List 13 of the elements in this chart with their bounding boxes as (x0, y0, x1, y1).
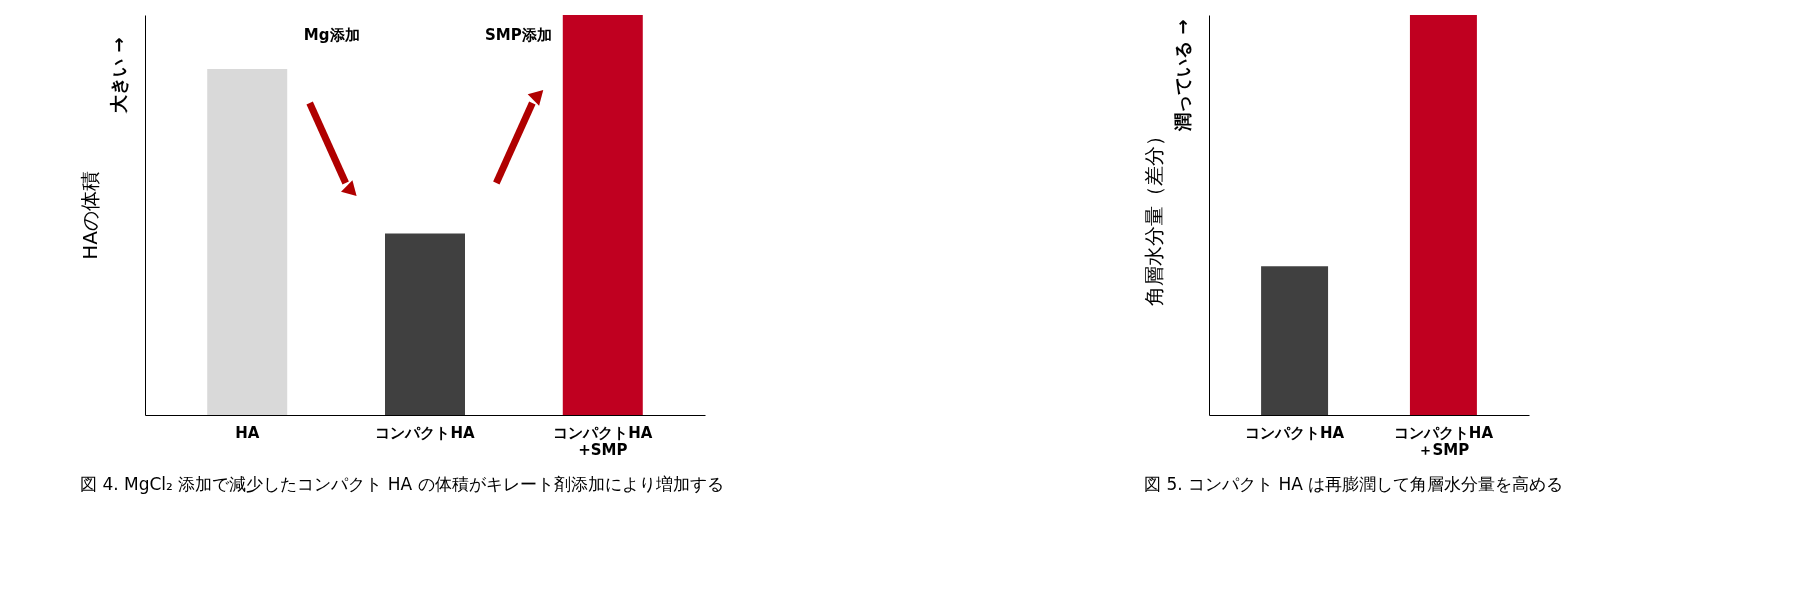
x-tick-label: コンパクトHA +SMP (553, 423, 653, 459)
y-axis-title: 角層水分量（差分） (1141, 125, 1166, 306)
annotation: Mg添加 (303, 26, 360, 44)
x-tick-label: コンパクトHA ＋SMP (1393, 423, 1494, 459)
annotation: SMP添加 (484, 26, 552, 44)
x-tick-label: HA (235, 423, 260, 442)
x-tick-label: コンパクトHA (375, 423, 475, 442)
text: 潤っている → (1172, 19, 1193, 132)
text: 図 4. MgCl₂ 添加で減少したコンパクト HA の体積がキレート剤添加により増加する (80, 474, 724, 494)
y-axis-title: HAの体積 (77, 171, 102, 260)
text: 大きい → (108, 37, 129, 114)
text: 図 5. コンパクト HA は再膨潤して角層水分量を高める (1144, 474, 1564, 494)
x-tick-label: コンパクトHA (1245, 423, 1345, 442)
